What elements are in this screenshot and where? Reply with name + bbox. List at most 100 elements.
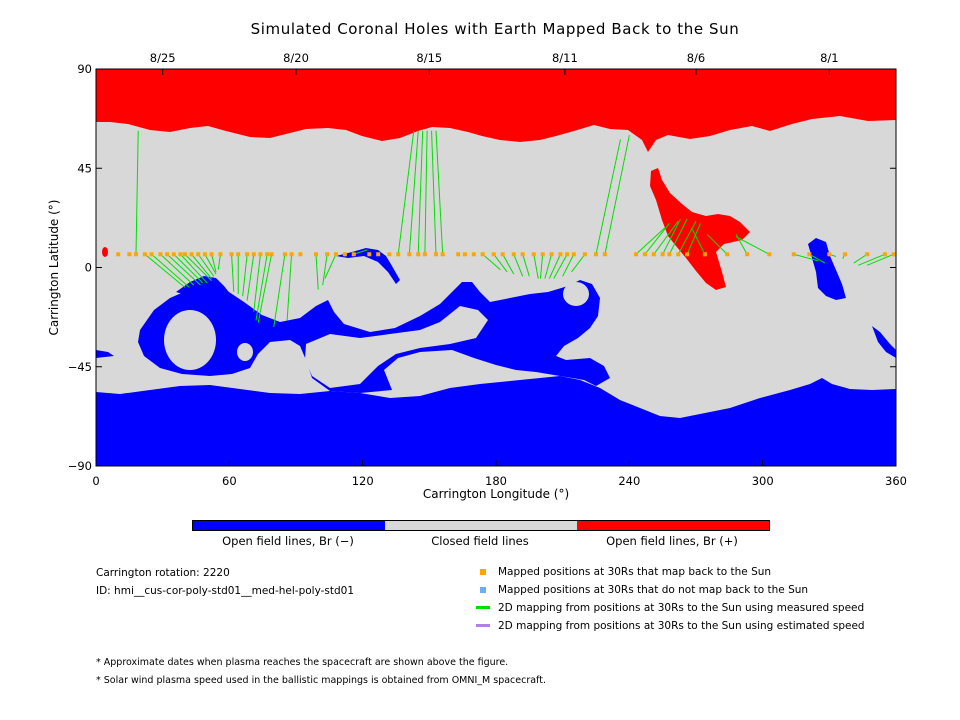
x-tick-label: 300 — [752, 474, 774, 488]
x-tick-label: 0 — [92, 474, 99, 488]
mapped-point — [422, 252, 427, 257]
legend-text-estimated: 2D mapping from positions at 30Rs to the… — [498, 620, 865, 632]
mapping-line — [553, 254, 568, 279]
mapped-point — [582, 252, 587, 257]
y-tick-label: −90 — [68, 459, 92, 473]
closed-island-3 — [563, 282, 589, 306]
mapping-line — [135, 130, 139, 255]
mapped-point — [882, 252, 887, 257]
y-tick-label: 90 — [77, 62, 92, 76]
colorbar-positive — [577, 521, 769, 530]
north-positive-polar-region — [96, 69, 896, 152]
mapped-point — [842, 252, 847, 257]
mapped-point — [440, 252, 445, 257]
mapped-point — [407, 252, 412, 257]
mapping-line — [858, 253, 886, 266]
mapping-line — [431, 130, 437, 255]
positive-plume-region — [650, 168, 750, 290]
mapped-point — [182, 252, 187, 257]
negative-sliver-east — [872, 326, 896, 358]
mapped-point — [565, 252, 570, 257]
mapped-point — [745, 252, 750, 257]
mapping-line — [539, 254, 544, 279]
y-axis-label: Carrington Latitude (°) — [47, 200, 61, 336]
mapped-point — [178, 252, 183, 257]
mapped-point — [594, 252, 598, 257]
mapping-line — [677, 220, 697, 255]
mapping-line — [197, 253, 215, 277]
chart-title: Simulated Coronal Holes with Earth Mappe… — [250, 20, 740, 38]
x-axis-label: Carrington Longitude (°) — [423, 487, 569, 501]
mapping-line — [173, 253, 204, 284]
mapping-line — [424, 130, 428, 255]
mapping-line — [571, 253, 586, 273]
mapping-line — [562, 254, 575, 277]
mapping-line — [544, 254, 553, 279]
legend-text-measured: 2D mapping from positions at 30Rs to the… — [498, 602, 865, 614]
mapped-point — [367, 252, 372, 257]
mapped-point — [282, 252, 287, 257]
mapped-point — [865, 252, 870, 257]
mapping-line — [662, 218, 681, 255]
negative-patch-east — [808, 238, 846, 300]
mapping-line — [691, 227, 706, 255]
mapping-line — [204, 254, 217, 275]
mapped-point — [289, 252, 294, 257]
carrington-rotation: Carrington rotation: 2220 — [96, 567, 230, 579]
mapped-point — [491, 252, 496, 257]
mapped-point — [667, 252, 672, 257]
mapped-point — [314, 252, 318, 257]
footnote-speed: * Solar wind plasma speed used in the ba… — [96, 675, 546, 686]
date-tick-label: 8/6 — [687, 51, 706, 65]
mapped-point — [767, 252, 772, 257]
legend-swatch-mapped — [480, 569, 486, 575]
mapped-point — [651, 252, 656, 257]
mapping-line — [482, 253, 501, 271]
mapping-line — [533, 254, 539, 279]
mapping-line — [217, 254, 221, 270]
mapped-point — [334, 252, 338, 257]
mapped-point — [127, 252, 132, 257]
mapped-point — [165, 252, 170, 257]
mapped-point — [571, 252, 576, 257]
positive-blob-west — [102, 247, 108, 257]
mapped-point — [676, 252, 681, 257]
mapped-point — [634, 252, 638, 257]
mapping-line — [286, 254, 293, 321]
mapping-line — [866, 253, 894, 266]
negative-finger-west — [176, 276, 266, 322]
colorbar-label-closed: Closed field lines — [431, 534, 529, 548]
x-tick-label: 180 — [485, 474, 507, 488]
x-tick-label: 360 — [885, 474, 907, 488]
mapping-line — [644, 223, 670, 255]
mapped-point — [558, 252, 563, 257]
mapped-point — [158, 252, 163, 257]
mapped-point — [387, 252, 392, 257]
mapped-point — [236, 252, 241, 257]
mapped-point — [258, 252, 263, 257]
footnote-dates: * Approximate dates when plasma reaches … — [96, 657, 509, 668]
mapped-point — [202, 252, 207, 257]
legend-text-not-mapped: Mapped positions at 30Rs that do not map… — [498, 584, 809, 596]
legend-swatch-not-mapped — [480, 587, 486, 593]
mapping-line — [184, 253, 212, 282]
y-tick-label: 45 — [77, 161, 92, 175]
negative-streak-center — [336, 248, 400, 284]
colorbar-negative — [193, 521, 385, 530]
mapped-point — [269, 252, 274, 257]
closed-island-2 — [237, 343, 253, 361]
mapping-line — [397, 130, 415, 255]
mapping-line — [595, 139, 621, 255]
mapped-point — [456, 252, 461, 257]
negative-sliver-west — [96, 350, 114, 358]
mapped-point — [376, 252, 381, 257]
mapped-point — [602, 252, 607, 257]
mapped-point — [702, 252, 707, 257]
mapping-line — [180, 253, 208, 284]
mapping-line — [257, 254, 273, 323]
mapped-point — [218, 252, 223, 257]
mapping-line — [151, 253, 190, 288]
legend-text-mapped: Mapped positions at 30Rs that map back t… — [498, 566, 772, 578]
mapped-point — [540, 252, 545, 257]
